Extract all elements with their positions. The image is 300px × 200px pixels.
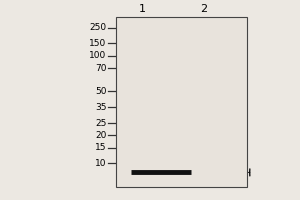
Text: 35: 35 — [95, 102, 106, 112]
Text: 2: 2 — [200, 4, 208, 14]
Text: 15: 15 — [95, 144, 106, 152]
Text: 70: 70 — [95, 64, 106, 73]
Text: 250: 250 — [89, 23, 106, 32]
Text: 10: 10 — [95, 158, 106, 167]
Text: 25: 25 — [95, 118, 106, 128]
Text: 100: 100 — [89, 51, 106, 60]
Text: 20: 20 — [95, 131, 106, 140]
Text: 1: 1 — [139, 4, 146, 14]
Text: 50: 50 — [95, 87, 106, 96]
Text: 150: 150 — [89, 38, 106, 47]
Bar — [116, 17, 247, 187]
